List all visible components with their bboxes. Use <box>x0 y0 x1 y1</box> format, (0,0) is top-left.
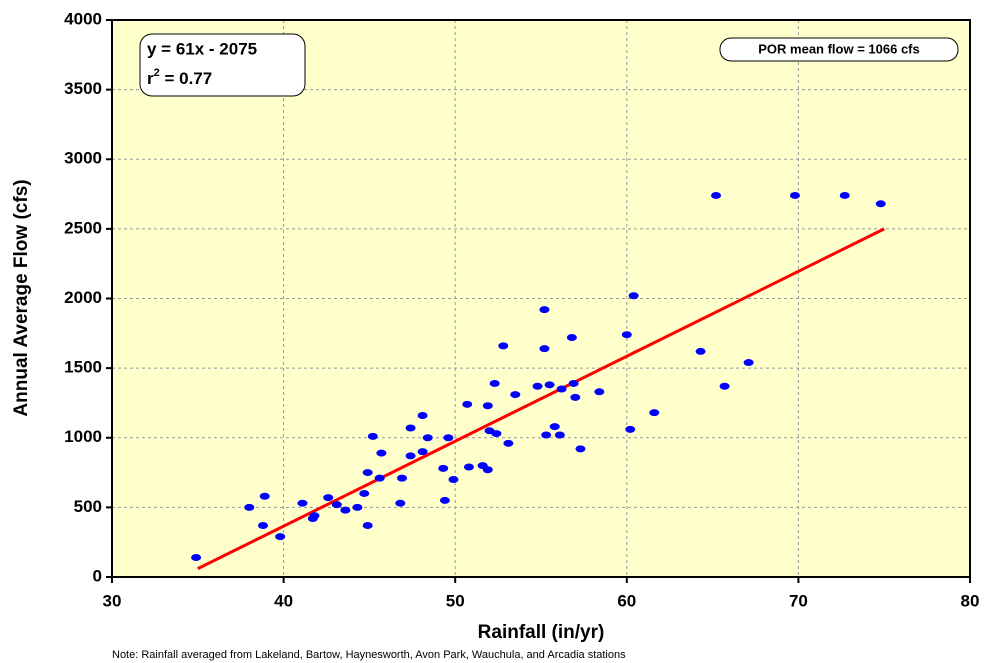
equation: y = 61x - 2075 <box>147 39 257 58</box>
point <box>439 496 450 504</box>
r-squared: r2 = 0.77 <box>147 67 212 89</box>
point <box>244 503 255 511</box>
x-tick-label: 40 <box>274 591 293 610</box>
equation-box <box>139 33 306 97</box>
point <box>539 345 550 353</box>
point <box>498 342 509 350</box>
point <box>374 474 385 482</box>
point <box>625 425 636 433</box>
point <box>340 506 351 514</box>
point <box>566 333 577 341</box>
point <box>191 554 202 562</box>
point <box>376 449 387 457</box>
point <box>594 388 605 396</box>
point <box>297 499 308 507</box>
point <box>503 439 514 447</box>
point <box>532 382 543 390</box>
r-squared-sup: 2 <box>154 67 160 79</box>
point <box>443 434 454 442</box>
y-tick-label: 500 <box>74 497 102 516</box>
point <box>367 432 378 440</box>
point <box>575 445 586 453</box>
note: Note: Rainfall averaged from Lakeland, B… <box>112 649 626 661</box>
y-tick-label: 3000 <box>64 149 102 168</box>
y-tick-label: 3500 <box>64 79 102 98</box>
point <box>568 379 579 387</box>
point <box>352 503 363 511</box>
point <box>875 200 886 208</box>
point <box>405 452 416 460</box>
point <box>362 521 373 529</box>
point <box>395 499 406 507</box>
y-tick-label: 1000 <box>64 427 102 446</box>
point <box>544 381 555 389</box>
point <box>359 489 370 497</box>
point <box>323 494 334 502</box>
y-tick-label: 4000 <box>64 9 102 28</box>
point <box>417 448 428 456</box>
point <box>649 409 660 417</box>
point <box>259 492 270 500</box>
x-axis-title: Rainfall (in/yr) <box>478 622 605 643</box>
point <box>482 402 493 410</box>
point <box>541 431 552 439</box>
r-squared-rest: = 0.77 <box>160 69 212 88</box>
y-axis-title: Annual Average Flow (cfs) <box>11 179 32 416</box>
point <box>628 292 639 300</box>
r-squared-base: r <box>147 69 154 88</box>
point <box>448 476 459 484</box>
x-tick-label: 70 <box>789 591 808 610</box>
x-tick-label: 30 <box>103 591 122 610</box>
mean-flow-label: POR mean flow = 1066 cfs <box>758 41 919 56</box>
point <box>482 466 493 474</box>
y-tick-label: 2000 <box>64 288 102 307</box>
point <box>422 434 433 442</box>
point <box>695 347 706 355</box>
point <box>539 306 550 314</box>
point <box>491 430 502 438</box>
point <box>331 501 342 509</box>
point <box>743 359 754 367</box>
x-tick-label: 60 <box>617 591 636 610</box>
x-tick-label: 80 <box>961 591 980 610</box>
point <box>510 391 521 399</box>
point <box>463 463 474 471</box>
y-tick-label: 0 <box>93 566 102 585</box>
point <box>397 474 408 482</box>
point <box>711 191 722 199</box>
point <box>275 533 286 541</box>
point <box>719 382 730 390</box>
y-tick-label: 1500 <box>64 358 102 377</box>
point <box>438 464 449 472</box>
point <box>362 469 373 477</box>
point <box>621 331 632 339</box>
point <box>554 431 565 439</box>
point <box>570 393 581 401</box>
point <box>489 379 500 387</box>
point <box>309 512 320 520</box>
point <box>556 385 567 393</box>
point <box>549 423 560 431</box>
mean-flow-box <box>719 37 959 62</box>
point <box>789 191 800 199</box>
point <box>417 411 428 419</box>
y-tick-label: 2500 <box>64 218 102 237</box>
point <box>258 521 269 529</box>
trend-line <box>197 227 885 570</box>
point <box>462 400 473 408</box>
point <box>839 191 850 199</box>
x-tick-label: 50 <box>446 591 465 610</box>
point <box>405 424 416 432</box>
